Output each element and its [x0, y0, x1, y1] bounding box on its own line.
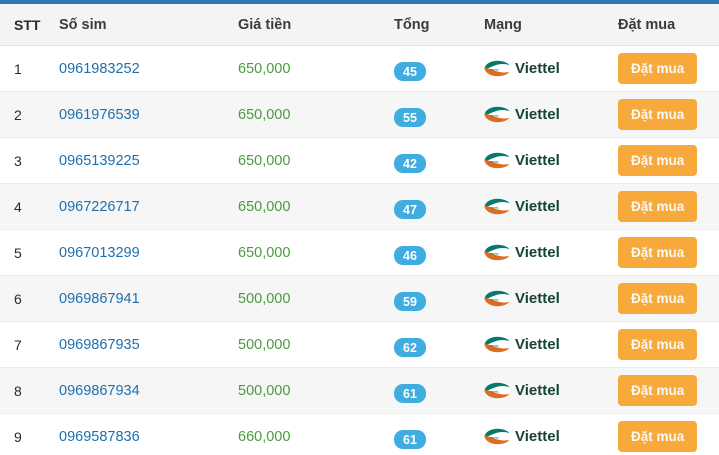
- svg-text:VIETTEL: VIETTEL: [490, 437, 500, 439]
- svg-text:VIETTEL: VIETTEL: [490, 299, 500, 301]
- svg-text:VIETTEL: VIETTEL: [490, 115, 500, 117]
- svg-text:VIETTEL: VIETTEL: [490, 69, 500, 71]
- svg-text:VIETTEL: VIETTEL: [490, 345, 500, 347]
- svg-text:VIETTEL: VIETTEL: [490, 391, 500, 393]
- svg-text:VIETTEL: VIETTEL: [490, 207, 500, 209]
- svg-text:VIETTEL: VIETTEL: [490, 253, 500, 255]
- svg-text:VIETTEL: VIETTEL: [490, 161, 500, 163]
